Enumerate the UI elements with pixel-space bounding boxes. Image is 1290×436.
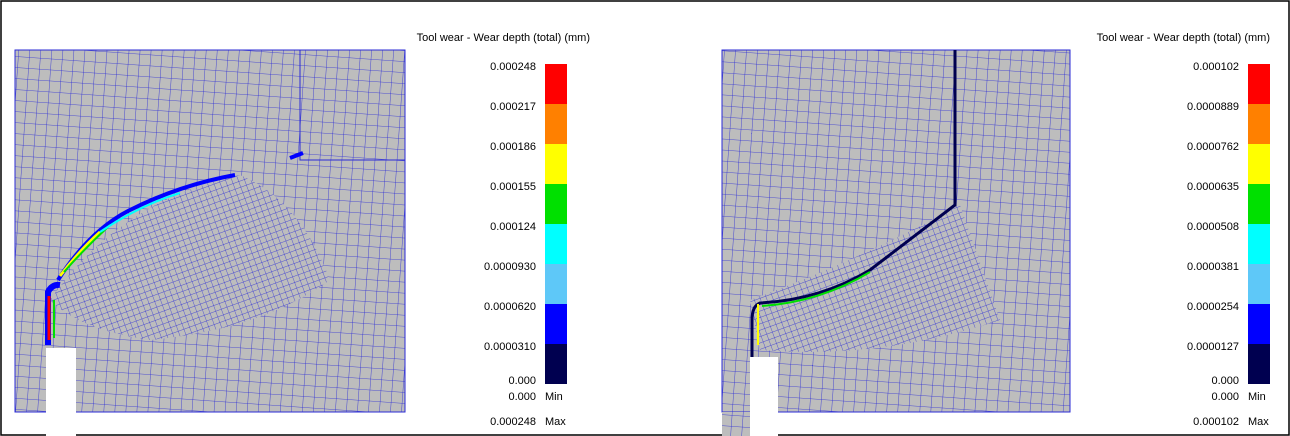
scale-label: 0.000: [508, 375, 536, 387]
color-band: [545, 184, 567, 224]
color-band: [1248, 144, 1270, 184]
scale-label: 0.0000762: [1187, 141, 1239, 153]
scale-label: 0.0000127: [1187, 341, 1239, 353]
min-value: 0.000: [1211, 391, 1239, 403]
scale-label: 0.000: [1211, 375, 1239, 387]
scale-label: 0.0000254: [1187, 301, 1239, 313]
scale-label: 0.000124: [490, 221, 536, 233]
scale-label: 0.0000930: [484, 261, 536, 273]
scale-label: 0.0000381: [1187, 261, 1239, 273]
mesh-left: [15, 50, 405, 436]
color-band: [1248, 64, 1270, 104]
screenshot: Tool wear - Wear depth (total) (mm) 0.000…: [0, 0, 1290, 436]
color-band: [1248, 264, 1270, 304]
color-band: [545, 264, 567, 304]
color-band: [1248, 224, 1270, 264]
scale-label: 0.000155: [490, 181, 536, 193]
scale-label: 0.000186: [490, 141, 536, 153]
color-band: [545, 64, 567, 104]
scale-label: 0.0000889: [1187, 101, 1239, 113]
scale-label: 0.000248: [490, 61, 536, 73]
max-value: 0.000102: [1193, 416, 1239, 428]
max-label: Max: [545, 416, 566, 428]
min-value: 0.000: [508, 391, 536, 403]
max-value: 0.000248: [490, 416, 536, 428]
color-band: [545, 224, 567, 264]
color-band: [1248, 184, 1270, 224]
legend-title: Tool wear - Wear depth (total) (mm): [1097, 32, 1270, 44]
legend-title: Tool wear - Wear depth (total) (mm): [417, 32, 590, 44]
scale-label: 0.0000620: [484, 301, 536, 313]
mesh-right: [722, 50, 1070, 436]
min-label: Min: [545, 391, 563, 403]
scale-label: 0.000102: [1193, 61, 1239, 73]
scale-label: 0.000217: [490, 101, 536, 113]
color-band: [545, 144, 567, 184]
color-band: [1248, 344, 1270, 384]
color-band: [545, 304, 567, 344]
scale-label: 0.0000508: [1187, 221, 1239, 233]
scale-label: 0.0000310: [484, 341, 536, 353]
color-band: [545, 344, 567, 384]
scale-label: 0.0000635: [1187, 181, 1239, 193]
color-band: [1248, 104, 1270, 144]
color-band: [1248, 304, 1270, 344]
min-label: Min: [1248, 391, 1266, 403]
color-band: [545, 104, 567, 144]
max-label: Max: [1248, 416, 1269, 428]
